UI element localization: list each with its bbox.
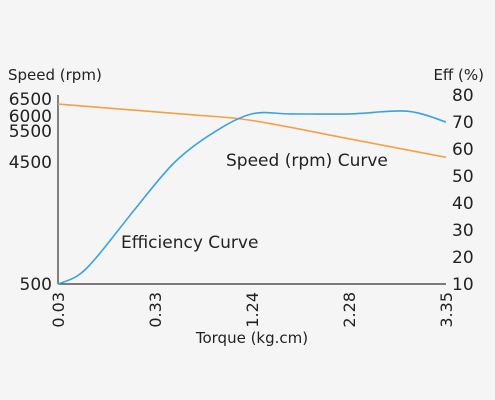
labels: Speed (rpm) Eff (%) Torque (kg.cm) 500 4500 5… bbox=[8, 66, 484, 347]
y-left-axis-title: Speed (rpm) bbox=[8, 66, 102, 84]
y-left-tick-label: 500 bbox=[20, 275, 52, 295]
efficiency-curve-label: Efficiency Curve bbox=[121, 233, 258, 253]
y-right-tick-label: 70 bbox=[452, 113, 474, 133]
y-right-tick-label: 80 bbox=[452, 86, 474, 106]
y-right-axis-title: Eff (%) bbox=[433, 66, 484, 84]
efficiency-curve-line bbox=[57, 110, 447, 285]
x-tick-label: 0.33 bbox=[146, 292, 165, 328]
y-left-tick-label: 6500 bbox=[9, 90, 52, 110]
y-right-tick-label: 60 bbox=[452, 140, 474, 160]
speed-curve-label: Speed (rpm) Curve bbox=[226, 151, 388, 171]
y-left-tick-label: 4500 bbox=[9, 153, 52, 173]
x-axis-title: Torque (kg.cm) bbox=[195, 329, 308, 347]
x-tick-label: 1.24 bbox=[243, 292, 262, 328]
y-right-tick-label: 10 bbox=[452, 275, 474, 295]
y-left-tick-label: 6000 bbox=[9, 107, 52, 127]
y-right-tick-label: 20 bbox=[452, 248, 474, 268]
x-tick-label: 3.35 bbox=[437, 292, 456, 328]
x-tick-label: 0.03 bbox=[49, 292, 68, 328]
y-right-tick-label: 50 bbox=[452, 167, 474, 187]
y-right-tick-label: 30 bbox=[452, 221, 474, 241]
y-left-tick-label: 5500 bbox=[9, 122, 52, 142]
y-right-tick-label: 40 bbox=[452, 194, 474, 214]
axes bbox=[57, 95, 446, 285]
curves bbox=[57, 103, 447, 285]
x-tick-label: 2.28 bbox=[340, 292, 359, 328]
speed-curve-line bbox=[57, 103, 447, 159]
